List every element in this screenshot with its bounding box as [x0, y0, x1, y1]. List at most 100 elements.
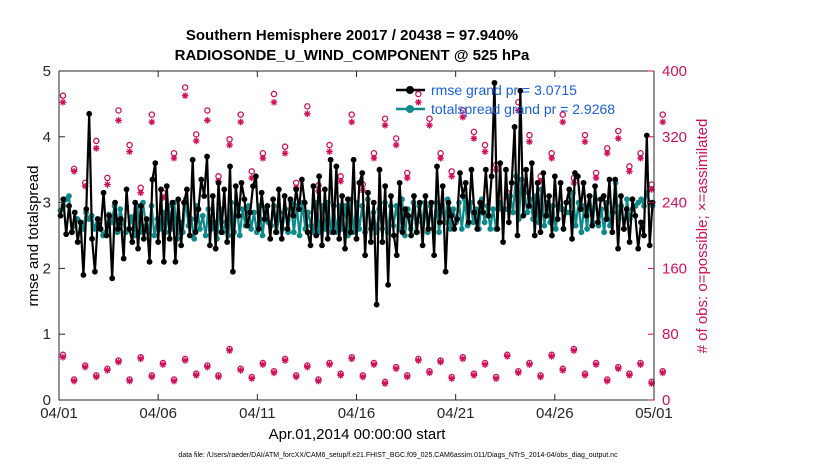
rmse-point [241, 196, 248, 203]
obs-assimilated-marker [326, 148, 333, 155]
rmse-point [344, 196, 351, 203]
rmse-point [235, 212, 242, 219]
totalspread-point [470, 219, 477, 226]
rmse-point [112, 199, 118, 206]
totalspread-point [290, 229, 297, 236]
obs-assimilated-marker [192, 372, 200, 379]
rmse-point [92, 268, 98, 275]
rmse-point [580, 179, 587, 186]
obs-assimilated-marker [159, 361, 167, 368]
obs-assimilated-marker [259, 361, 267, 368]
rmse-point [201, 193, 208, 199]
totalspread-point [239, 206, 246, 213]
rmse-point [129, 239, 136, 245]
obs-assimilated-marker [659, 118, 667, 126]
obs-assimilated-marker [70, 168, 78, 175]
obs-assimilated-marker [392, 365, 400, 373]
rmse-point [353, 235, 360, 242]
y-tick-label: 2 [43, 260, 51, 277]
rmse-point [298, 176, 305, 183]
rmse-point [327, 156, 334, 163]
y-right-tick-label: 0 [662, 392, 670, 409]
rmse-point [517, 87, 524, 94]
obs-assimilated-marker [292, 373, 300, 381]
totalspread-point [487, 226, 494, 232]
rmse-point [431, 252, 438, 259]
rmse-point [359, 170, 366, 176]
rmse-point [620, 226, 627, 232]
obs-assimilated-marker [304, 110, 311, 118]
obs-assimilated-marker [537, 373, 544, 381]
rmse-point [181, 199, 187, 206]
rmse-point [316, 173, 323, 180]
rmse-point [618, 193, 624, 199]
rmse-point [66, 202, 72, 209]
rmse-point [209, 193, 216, 199]
x-axis-label: Apr.01,2014 00:00:00 start [269, 426, 447, 443]
rmse-point [459, 193, 466, 199]
rmse-point [503, 166, 509, 173]
obs-assimilated-marker [648, 380, 655, 387]
rmse-point [419, 242, 426, 249]
totalspread-point [624, 196, 630, 203]
totalspread-point [436, 229, 442, 236]
rmse-point [528, 160, 535, 167]
obs-assimilated-marker [359, 373, 367, 381]
rmse-point [439, 183, 446, 190]
obs-layer [59, 84, 667, 387]
rmse-point [301, 199, 308, 206]
obs-possible-marker [326, 141, 333, 149]
obs-assimilated-marker [370, 361, 378, 368]
rmse-point [520, 212, 527, 219]
obs-possible-marker [181, 84, 189, 91]
obs-assimilated-marker [137, 189, 145, 197]
rmse-point [557, 179, 564, 186]
y-axis-left: 0 1 2 3 4 5 [43, 63, 65, 409]
rmse-point [425, 226, 432, 232]
y-right-tick-label: 320 [662, 129, 687, 146]
rmse-point [120, 255, 127, 262]
rmse-point [212, 245, 219, 252]
rmse-point [258, 189, 265, 196]
rmse-point [626, 239, 633, 245]
obs-assimilated-marker [348, 355, 356, 363]
obs-assimilated-marker [526, 138, 533, 146]
rmse-point [365, 189, 371, 196]
rmse-point [408, 232, 415, 239]
rmse-point [436, 219, 443, 226]
obs-possible-marker [192, 131, 200, 138]
rmse-point [606, 176, 613, 183]
totalspread-point [248, 226, 255, 232]
legend-spread-label: totalspread grand pr = 2.9268 [431, 101, 615, 117]
rmse-point [287, 196, 294, 203]
rmse-point [227, 163, 233, 170]
rmse-point [252, 173, 259, 180]
rmse-point [333, 163, 340, 170]
totalspread-point [259, 232, 266, 239]
rmse-point [609, 229, 616, 236]
rmse-point [462, 179, 469, 186]
totalspread-point [510, 209, 516, 216]
y-axis-right: 0 80 160 240 320 400 [648, 63, 687, 409]
totalspread-point [66, 193, 72, 199]
rmse-point [583, 212, 590, 219]
obs-possible-marker [304, 103, 311, 110]
rmse-point [339, 193, 346, 199]
rmse-point [123, 186, 130, 193]
obs-assimilated-marker [92, 373, 100, 381]
totalspread-point [191, 235, 198, 242]
rmse-point [126, 226, 133, 232]
rmse-point [623, 206, 630, 213]
rmse-point [428, 199, 435, 206]
obs-assimilated-marker [459, 355, 467, 363]
y-tick-label: 5 [43, 63, 51, 80]
x-tick-label: 04/01 [40, 405, 78, 422]
obs-assimilated-marker [626, 168, 633, 175]
legend: rmse grand pr = 3.0715 totalspread grand… [396, 82, 615, 117]
obs-assimilated-marker [481, 148, 489, 155]
y-tick-label: 1 [43, 326, 51, 343]
rmse-point [224, 239, 231, 245]
obs-assimilated-marker [448, 375, 455, 382]
rmse-point [273, 229, 279, 236]
y-tick-label: 4 [43, 129, 51, 146]
